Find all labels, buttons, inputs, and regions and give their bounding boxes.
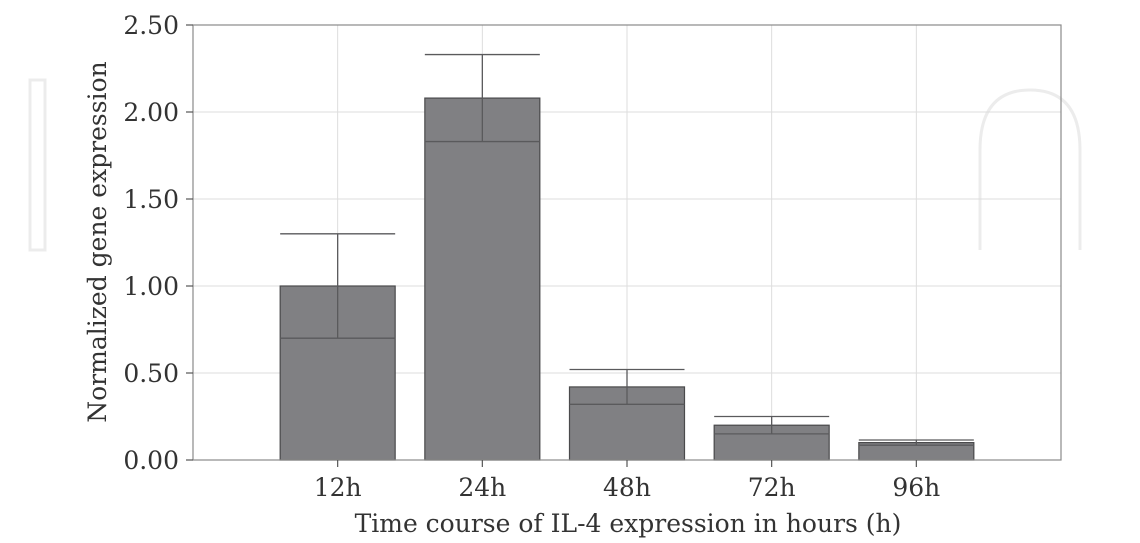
error-bar-72h xyxy=(714,415,830,435)
x-tick-label-72h: 72h xyxy=(748,473,796,502)
error-bar-24h xyxy=(424,53,540,143)
x-axis-ticks: 12h 24h 48h 72h 96h xyxy=(314,460,940,502)
x-tick-label-24h: 24h xyxy=(458,473,506,502)
y-tick-label: 2.00 xyxy=(123,98,179,127)
error-bar-96h xyxy=(858,439,974,446)
bar-24h xyxy=(424,97,541,461)
x-tick-label-12h: 12h xyxy=(314,473,362,502)
y-tick-label: 2.50 xyxy=(123,11,179,40)
x-tick-label-96h: 96h xyxy=(892,473,940,502)
y-tick-label: 1.00 xyxy=(123,272,179,301)
x-axis-label: Time course of IL-4 expression in hours … xyxy=(355,509,902,538)
y-tick-label: 1.50 xyxy=(123,185,179,214)
watermark-logo xyxy=(28,78,1082,252)
error-bars xyxy=(280,53,974,446)
x-tick-label-48h: 48h xyxy=(603,473,651,502)
error-bar-12h xyxy=(280,233,396,339)
y-axis-ticks: 0.00 0.50 1.00 1.50 2.00 2.50 xyxy=(123,11,193,475)
y-tick-label: 0.00 xyxy=(123,446,179,475)
y-axis-label: Normalized gene expression xyxy=(83,61,112,423)
error-bar-48h xyxy=(569,368,685,405)
y-tick-label: 0.50 xyxy=(123,359,179,388)
